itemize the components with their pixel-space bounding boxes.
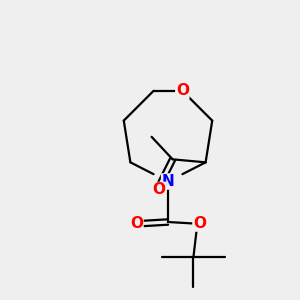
Text: O: O [176,83,189,98]
Text: O: O [193,216,206,231]
Text: O: O [130,216,143,231]
Text: N: N [162,174,174,189]
Text: O: O [153,182,166,197]
